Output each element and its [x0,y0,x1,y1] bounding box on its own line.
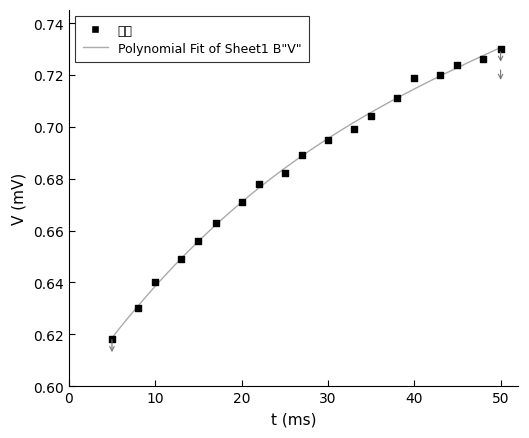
Point [108,336,116,343]
Point [238,199,246,206]
Point [298,152,306,159]
Legend: 电压, Polynomial Fit of Sheet1 B"V": 电压, Polynomial Fit of Sheet1 B"V" [75,18,308,63]
Point [151,279,159,286]
Point [350,127,358,134]
Point [367,113,375,120]
Point [410,75,418,82]
Point [254,181,263,188]
Point [496,46,505,53]
X-axis label: t (ms): t (ms) [271,412,316,427]
Point [393,95,401,102]
Point [453,62,462,69]
Point [194,238,203,245]
Point [436,72,444,79]
Point [177,256,185,263]
Point [479,57,488,64]
Point [134,305,142,312]
Y-axis label: V (mV): V (mV) [11,173,26,225]
Point [212,220,220,227]
Point [324,137,332,144]
Point [280,170,289,177]
